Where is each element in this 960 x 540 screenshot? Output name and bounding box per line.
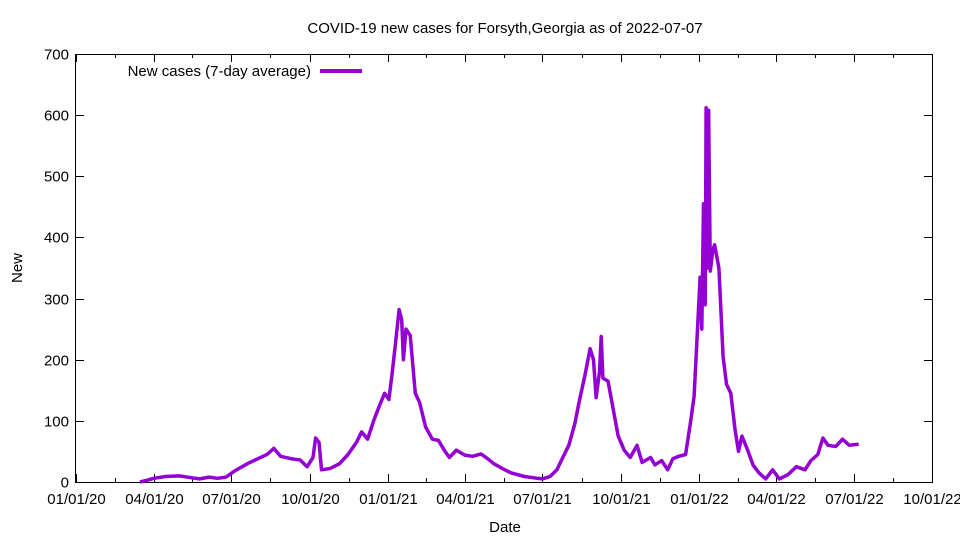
y-tick-label: 400 — [44, 230, 69, 247]
y-tick-label: 600 — [44, 108, 69, 125]
series-layer — [139, 106, 859, 484]
y-axis-label: New — [9, 253, 26, 283]
y-tick-label: 500 — [44, 169, 69, 186]
x-tick-label: 10/01/21 — [592, 491, 650, 508]
x-tick-label: 01/01/20 — [47, 491, 105, 508]
y-tick-label: 100 — [44, 414, 69, 431]
x-tick-label: 07/01/22 — [825, 491, 883, 508]
y-tick-label: 300 — [44, 292, 69, 309]
x-tick-label: 10/01/20 — [281, 491, 339, 508]
x-axis: 01/01/20 04/01/20 07/01/20 10/01/20 01/01/21… — [47, 54, 960, 508]
legend: New cases (7-day average) — [128, 63, 362, 80]
x-tick-label: 01/01/22 — [670, 491, 728, 508]
y-axis: 0 100 200 300 400 500 600 700 — [44, 47, 932, 492]
legend-label: New cases (7-day average) — [128, 63, 311, 80]
y-tick-label: 0 — [61, 475, 69, 492]
x-tick-label: 04/01/21 — [436, 491, 494, 508]
y-tick-label: 200 — [44, 353, 69, 370]
x-tick-label: 07/01/20 — [202, 491, 260, 508]
x-tick-label: 10/01/22 — [903, 491, 960, 508]
y-tick-label: 700 — [44, 47, 69, 64]
x-tick-label: 01/01/21 — [359, 491, 417, 508]
x-axis-label: Date — [489, 519, 521, 536]
series-line-0 — [139, 106, 859, 484]
plot-area-border — [75, 54, 933, 483]
x-tick-label: 07/01/21 — [513, 491, 571, 508]
x-tick-label: 04/01/22 — [747, 491, 805, 508]
x-tick-label: 04/01/20 — [125, 491, 183, 508]
chart-title: COVID-19 new cases for Forsyth,Georgia a… — [307, 20, 702, 37]
